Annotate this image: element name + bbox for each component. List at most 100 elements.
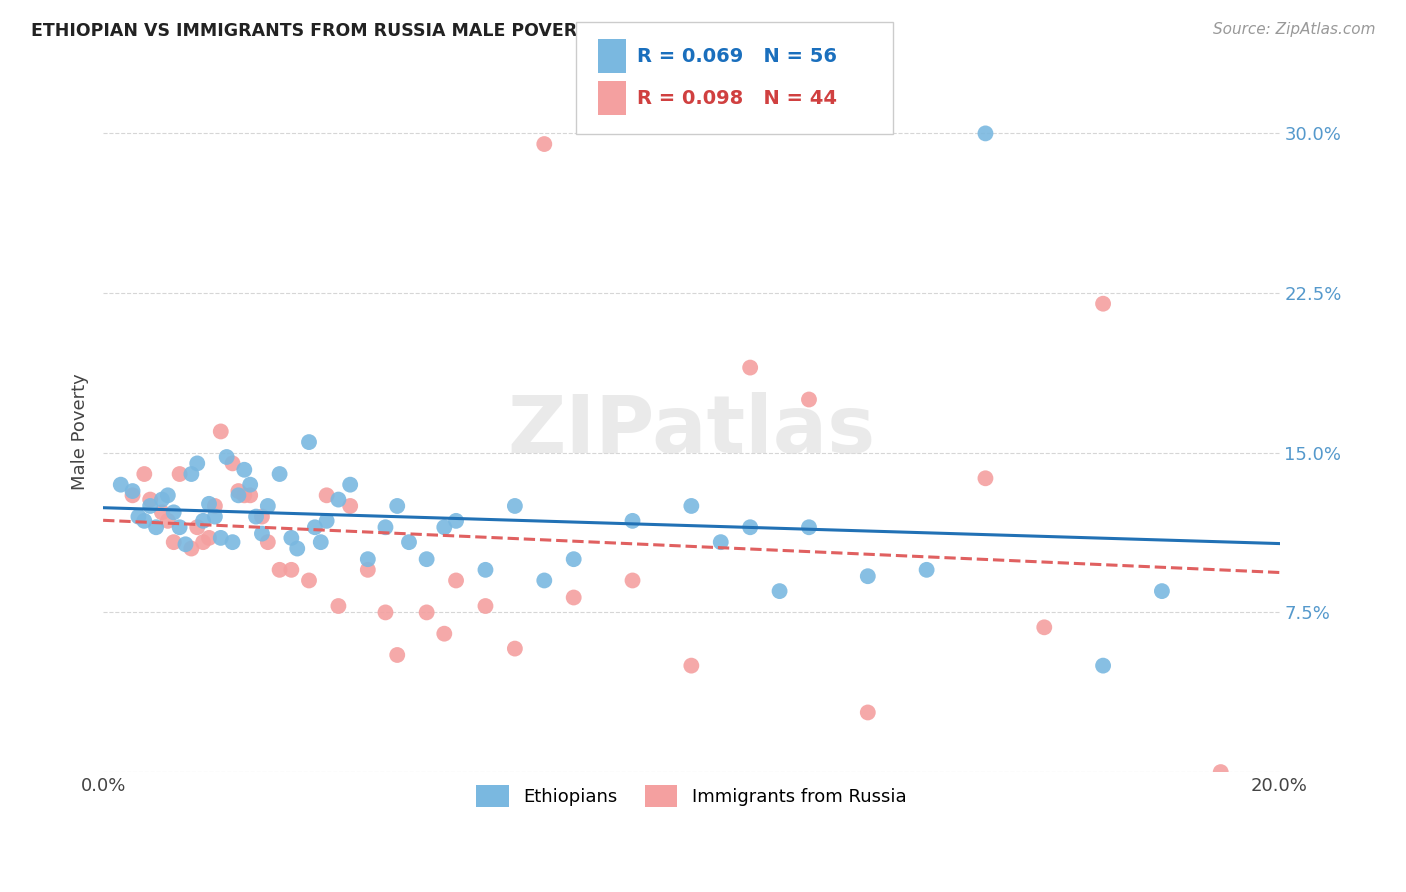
Point [710, 535, 733, 549]
Point [974, 127, 997, 141]
Point [503, 641, 526, 656]
Point [186, 520, 208, 534]
Point [974, 471, 997, 485]
Point [621, 514, 644, 528]
Point [180, 541, 202, 556]
Point [163, 535, 186, 549]
Point [328, 492, 350, 507]
Point [198, 531, 221, 545]
Point [374, 520, 396, 534]
Point [209, 531, 232, 545]
Point [309, 535, 332, 549]
Point [797, 392, 820, 407]
Point [269, 467, 291, 481]
Point [1209, 765, 1232, 780]
Point [204, 509, 226, 524]
Point [387, 499, 409, 513]
Point [298, 435, 321, 450]
Point [163, 505, 186, 519]
Point [204, 499, 226, 513]
Point [681, 499, 703, 513]
Point [221, 456, 243, 470]
Point [139, 499, 162, 513]
Text: R = 0.098   N = 44: R = 0.098 N = 44 [637, 88, 837, 108]
Point [169, 520, 191, 534]
Point [198, 497, 221, 511]
Point [285, 541, 308, 556]
Text: ETHIOPIAN VS IMMIGRANTS FROM RUSSIA MALE POVERTY CORRELATION CHART: ETHIOPIAN VS IMMIGRANTS FROM RUSSIA MALE… [31, 22, 815, 40]
Point [180, 467, 202, 481]
Point [156, 514, 179, 528]
Point [110, 477, 132, 491]
Point [1092, 658, 1115, 673]
Point [209, 425, 232, 439]
Point [433, 626, 456, 640]
Point [233, 463, 256, 477]
Point [474, 563, 496, 577]
Point [768, 584, 790, 599]
Point [503, 499, 526, 513]
Point [444, 574, 467, 588]
Point [150, 492, 173, 507]
Point [228, 484, 250, 499]
Point [315, 514, 337, 528]
Point [856, 569, 879, 583]
Point [256, 535, 278, 549]
Point [145, 520, 167, 534]
Point [150, 505, 173, 519]
Point [191, 514, 214, 528]
Point [280, 563, 302, 577]
Point [1150, 584, 1173, 599]
Point [1092, 296, 1115, 310]
Point [740, 520, 762, 534]
Point [357, 552, 380, 566]
Point [304, 520, 326, 534]
Point [245, 509, 267, 524]
Point [239, 477, 262, 491]
Point [915, 563, 938, 577]
Point [156, 488, 179, 502]
Point [256, 499, 278, 513]
Point [221, 535, 243, 549]
Point [533, 136, 555, 151]
Text: R = 0.069   N = 56: R = 0.069 N = 56 [637, 46, 837, 66]
Point [139, 492, 162, 507]
Point [415, 606, 437, 620]
Point [621, 574, 644, 588]
Point [339, 499, 361, 513]
Point [134, 467, 156, 481]
Point [415, 552, 437, 566]
Point [233, 488, 256, 502]
Point [398, 535, 420, 549]
Point [121, 484, 143, 499]
Point [215, 450, 238, 464]
Point [740, 360, 762, 375]
Point [239, 488, 262, 502]
Point [298, 574, 321, 588]
Point [357, 563, 380, 577]
Point [191, 535, 214, 549]
Y-axis label: Male Poverty: Male Poverty [72, 373, 89, 490]
Point [339, 477, 361, 491]
Point [856, 706, 879, 720]
Point [387, 648, 409, 662]
Point [681, 658, 703, 673]
Point [121, 488, 143, 502]
Point [250, 509, 273, 524]
Point [169, 467, 191, 481]
Point [269, 563, 291, 577]
Point [1033, 620, 1056, 634]
Point [797, 520, 820, 534]
Point [562, 591, 585, 605]
Point [562, 552, 585, 566]
Point [315, 488, 337, 502]
Point [328, 599, 350, 613]
Point [174, 537, 197, 551]
Point [433, 520, 456, 534]
Point [444, 514, 467, 528]
Point [280, 531, 302, 545]
Point [250, 526, 273, 541]
Point [228, 488, 250, 502]
Point [134, 514, 156, 528]
Point [474, 599, 496, 613]
